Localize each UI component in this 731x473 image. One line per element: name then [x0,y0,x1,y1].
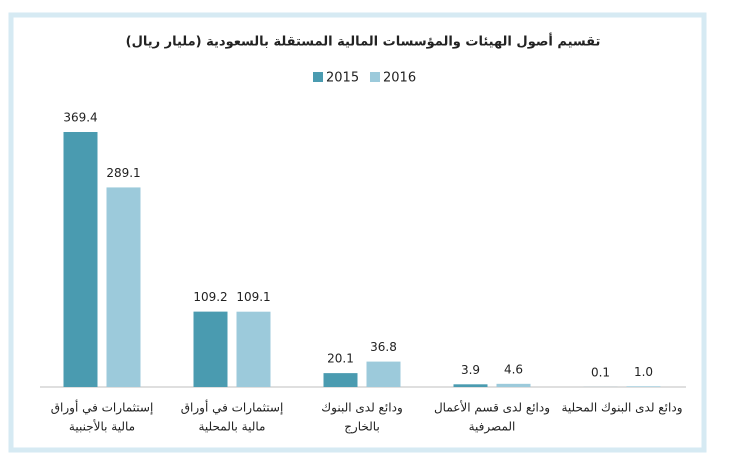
x-tick-label: إستثمارات في أوراق [51,400,154,416]
data-label: 289.1 [106,166,140,180]
bar [194,312,228,387]
data-label: 0.1 [591,365,610,379]
bar [237,312,271,387]
bar [64,132,98,387]
bar [627,386,661,387]
x-tick-label: بالخارج [344,420,380,435]
data-label: 3.9 [461,363,480,377]
chart-title: تقسيم أصول الهيئات والمؤسسات المالية الم… [126,33,601,50]
legend-swatch [313,72,323,82]
bar [497,384,531,387]
bar [454,384,488,387]
legend-label: 2015 [326,71,359,86]
data-label: 4.6 [504,362,523,376]
data-label: 36.8 [370,340,397,354]
data-label: 20.1 [327,352,354,366]
x-tick-label: ودائع لدى البنوك المحلية [561,401,682,416]
x-tick-label: مالية بالمحلية [199,420,266,434]
x-tick-label: المصرفية [469,420,516,435]
x-tick-label: مالية بالأجنبية [69,419,135,434]
data-label: 1.0 [634,365,653,379]
x-tick-label: إستثمارات في أوراق [181,400,284,416]
x-tick-label: ودائع لدى البنوك [321,401,403,416]
data-label: 109.2 [193,290,227,304]
legend-swatch [370,72,380,82]
bar [324,373,358,387]
data-label: 369.4 [63,111,97,125]
legend-label: 2016 [383,71,416,86]
bar [107,187,141,387]
data-label: 109.1 [236,290,270,304]
bar [367,362,401,387]
x-tick-label: ودائع لدى قسم الأعمال [434,400,550,416]
